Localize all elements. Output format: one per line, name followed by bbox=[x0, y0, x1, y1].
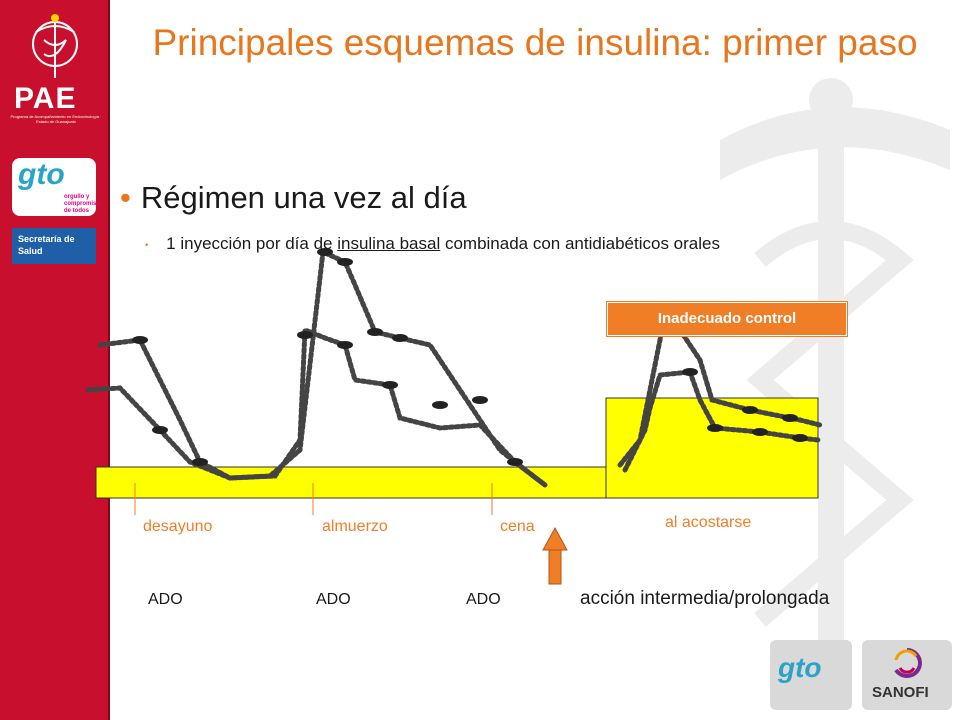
sidebar bbox=[0, 0, 110, 720]
curve-node-marker bbox=[742, 406, 758, 414]
curve-node-marker bbox=[707, 424, 723, 432]
sanofi-bird-icon bbox=[894, 648, 922, 678]
curve-node-marker bbox=[432, 401, 448, 409]
basal-bar-day bbox=[95, 466, 607, 499]
sanofi-logo: SANOFI bbox=[862, 640, 952, 710]
bullet-main-text: Régimen una vez al día bbox=[140, 180, 467, 215]
sidebar-stripe bbox=[108, 0, 110, 720]
ado-label-desayuno: ADO bbox=[148, 591, 183, 608]
curve-node-marker bbox=[382, 381, 398, 389]
secretaria-logo: Secretaría de Salud bbox=[12, 228, 96, 264]
gto-tagline: orgullo y compromiso de todos bbox=[64, 194, 101, 214]
pae-logo-subtitle: Programa de Acompañamiento en Endocrinol… bbox=[10, 114, 102, 124]
label-cena: cena bbox=[500, 518, 535, 535]
pae-logo: PAE Programa de Acompañamiento en Endocr… bbox=[0, 0, 110, 140]
pae-logo-text: PAE bbox=[14, 82, 77, 115]
up-arrow-icon bbox=[542, 526, 568, 585]
curve-node-marker bbox=[297, 331, 313, 339]
bullet-main: • Régimen una vez al día bbox=[120, 180, 467, 216]
gto-logo: gto orgullo y compromiso de todos bbox=[12, 158, 101, 216]
curve-node-marker bbox=[792, 434, 808, 442]
bullet-sub-after: combinada con antidiabéticos orales bbox=[440, 234, 720, 253]
curve-upper bbox=[97, 248, 548, 488]
label-desayuno: desayuno bbox=[143, 518, 213, 535]
curve-node-marker bbox=[152, 426, 168, 434]
curve-night-lower bbox=[622, 369, 821, 473]
caduceus-icon bbox=[32, 14, 78, 78]
curve-node-marker bbox=[132, 336, 148, 344]
accion-label: acción intermedia/prolongada bbox=[580, 588, 830, 609]
slide-title: Principales esquemas de insulina: primer… bbox=[152, 22, 918, 63]
curve-node-marker bbox=[752, 428, 768, 436]
inadecuado-control-callout: Inadecuado control bbox=[607, 302, 847, 336]
bullet-dot-icon: • bbox=[145, 239, 149, 250]
curve-node-marker bbox=[682, 368, 698, 376]
ado-label-almuerzo: ADO bbox=[316, 591, 351, 608]
footer-gto-text: gto bbox=[778, 652, 822, 683]
curve-node-marker bbox=[337, 258, 353, 266]
bullet-sub: • 1 inyección por día de insulina basal c… bbox=[145, 234, 720, 254]
caduceus-watermark-icon bbox=[720, 78, 950, 680]
curve-node-marker bbox=[392, 334, 408, 342]
curve-node-marker bbox=[507, 458, 523, 466]
sanofi-logo-text: SANOFI bbox=[872, 684, 929, 701]
curve-lower bbox=[85, 326, 548, 488]
bullet-sub-underlined: insulina basal bbox=[337, 234, 441, 253]
curve-node-marker bbox=[192, 458, 208, 466]
ado-label-cena: ADO bbox=[466, 591, 501, 608]
bullet-sub-before: 1 inyección por día de bbox=[166, 234, 338, 253]
footer-gto-logo: gto bbox=[770, 640, 852, 710]
curve-node-marker bbox=[367, 328, 383, 336]
curve-node-marker bbox=[337, 341, 353, 349]
curve-node-marker bbox=[782, 414, 798, 422]
curve-node-marker bbox=[317, 248, 333, 256]
bullet-dot-icon: • bbox=[120, 180, 131, 215]
label-al-acostarse: al acostarse bbox=[665, 514, 752, 531]
gto-logo-text: gto bbox=[18, 158, 65, 191]
curve-node-marker bbox=[472, 396, 488, 404]
label-almuerzo: almuerzo bbox=[322, 518, 388, 535]
